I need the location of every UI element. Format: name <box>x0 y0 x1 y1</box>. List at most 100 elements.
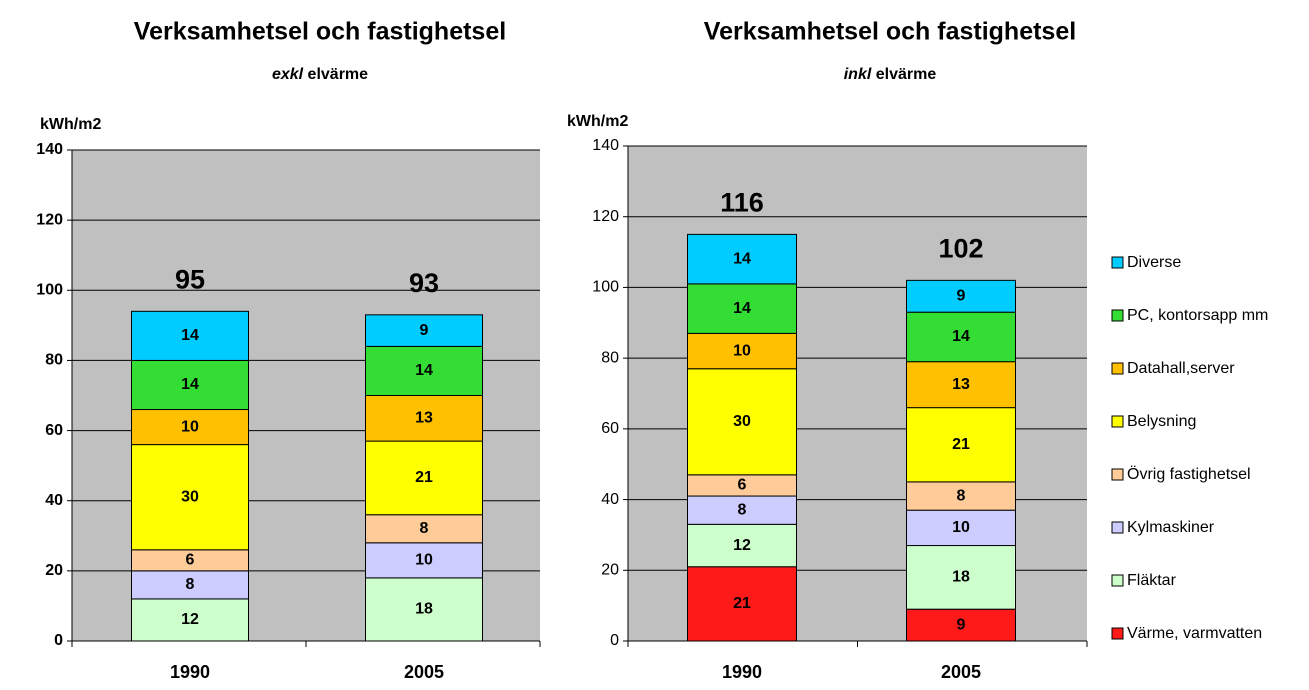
value-label: 9 <box>957 287 966 304</box>
subtitle-text: elvärme <box>308 66 369 83</box>
y-tick-label: 20 <box>601 562 619 579</box>
value-label: 18 <box>415 601 433 618</box>
bar-segment <box>687 233 797 285</box>
total-label: 116 <box>720 188 764 218</box>
value-label: 6 <box>186 552 195 569</box>
y-axis-label: kWh/m2 <box>40 116 101 133</box>
bar-segment <box>906 279 1016 313</box>
value-label: 30 <box>733 413 751 430</box>
legend-label: Belysning <box>1127 413 1196 430</box>
total-label: 95 <box>175 264 205 294</box>
value-label: 9 <box>957 616 966 633</box>
value-label: 14 <box>733 300 751 317</box>
value-label: 8 <box>957 487 966 504</box>
subtitle-emphasis: inkl <box>844 66 872 83</box>
value-label: 13 <box>952 376 970 393</box>
value-label: 21 <box>733 595 751 612</box>
bar-segment <box>687 368 797 476</box>
value-label: 21 <box>952 436 970 453</box>
subtitle-text: elvärme <box>876 66 937 83</box>
bar-segment <box>131 570 249 600</box>
legend-label: Övrig fastighetsel <box>1127 465 1251 483</box>
bar-segment <box>906 311 1016 363</box>
legend-swatch <box>1111 627 1124 640</box>
legend-label: Värme, varmvatten <box>1127 625 1262 642</box>
y-tick-label: 60 <box>45 422 63 439</box>
value-label: 14 <box>415 362 433 379</box>
x-tick-label: 2005 <box>404 662 444 682</box>
bar-segment <box>131 409 249 446</box>
bar-segment <box>687 523 797 568</box>
legend-label: Kylmaskiner <box>1127 519 1215 536</box>
bar-segment <box>365 395 483 442</box>
bar-segment <box>365 314 483 347</box>
value-label: 8 <box>738 501 747 518</box>
y-tick-label: 140 <box>36 141 63 158</box>
chart-subtitle: exkl elvärme <box>272 66 368 83</box>
y-tick-label: 0 <box>54 632 63 649</box>
bar-segment <box>131 598 249 642</box>
legend-swatch <box>1111 521 1124 534</box>
chart-title: Verksamhetsel och fastighetsel <box>134 18 506 46</box>
bar-segment <box>365 345 483 396</box>
legend-swatch <box>1111 362 1124 375</box>
y-tick-label: 100 <box>36 282 63 299</box>
legend-label: Fläktar <box>1127 572 1177 589</box>
chart-title: Verksamhetsel och fastighetsel <box>704 18 1076 46</box>
y-tick-label: 120 <box>592 208 619 225</box>
value-label: 10 <box>181 418 199 435</box>
x-tick-label: 1990 <box>722 662 762 682</box>
legend-swatch <box>1111 574 1124 587</box>
bar-segment <box>365 440 483 516</box>
y-axis-label: kWh/m2 <box>567 113 628 130</box>
value-label: 14 <box>733 250 751 267</box>
value-label: 30 <box>181 488 199 505</box>
value-label: 8 <box>420 520 429 537</box>
bar-segment <box>687 495 797 525</box>
value-label: 13 <box>415 410 433 427</box>
y-tick-label: 40 <box>45 492 63 509</box>
x-tick-label: 2005 <box>941 662 981 682</box>
value-label: 10 <box>733 342 751 359</box>
value-label: 6 <box>738 477 747 494</box>
value-label: 10 <box>415 552 433 569</box>
bar-segment <box>365 514 483 544</box>
y-tick-label: 140 <box>592 137 619 154</box>
value-label: 14 <box>181 376 199 393</box>
bar-segment <box>687 566 797 642</box>
chart-subtitle: inkl elvärme <box>844 66 937 83</box>
subtitle-emphasis: exkl <box>272 66 304 83</box>
legend-swatch <box>1111 468 1124 481</box>
bar-segment <box>906 361 1016 409</box>
value-label: 18 <box>952 569 970 586</box>
y-tick-label: 60 <box>601 420 619 437</box>
value-label: 12 <box>181 611 199 628</box>
bar-segment <box>687 283 797 334</box>
legend-swatch <box>1111 309 1124 322</box>
legend-label: PC, kontorsapp mm <box>1127 307 1268 324</box>
y-tick-label: 100 <box>592 279 619 296</box>
value-label: 8 <box>186 576 195 593</box>
bar-segment <box>131 359 249 411</box>
y-tick-label: 0 <box>610 632 619 649</box>
y-tick-label: 120 <box>36 211 63 228</box>
total-label: 102 <box>938 233 983 263</box>
legend-label: Diverse <box>1127 254 1181 271</box>
value-label: 14 <box>181 327 199 344</box>
total-label: 93 <box>409 268 439 298</box>
value-label: 9 <box>420 322 429 339</box>
value-label: 12 <box>733 537 751 554</box>
bar-segment <box>131 310 249 361</box>
value-label: 21 <box>415 469 433 486</box>
bar-segment <box>365 577 483 642</box>
y-tick-label: 20 <box>45 562 63 579</box>
y-tick-label: 40 <box>601 491 619 508</box>
legend-swatch <box>1111 415 1124 428</box>
value-label: 10 <box>952 519 970 536</box>
legend-label: Datahall,server <box>1127 360 1235 377</box>
y-tick-label: 80 <box>601 349 619 366</box>
x-tick-label: 1990 <box>170 662 210 682</box>
legend-swatch <box>1111 256 1124 269</box>
y-tick-label: 80 <box>45 352 63 369</box>
